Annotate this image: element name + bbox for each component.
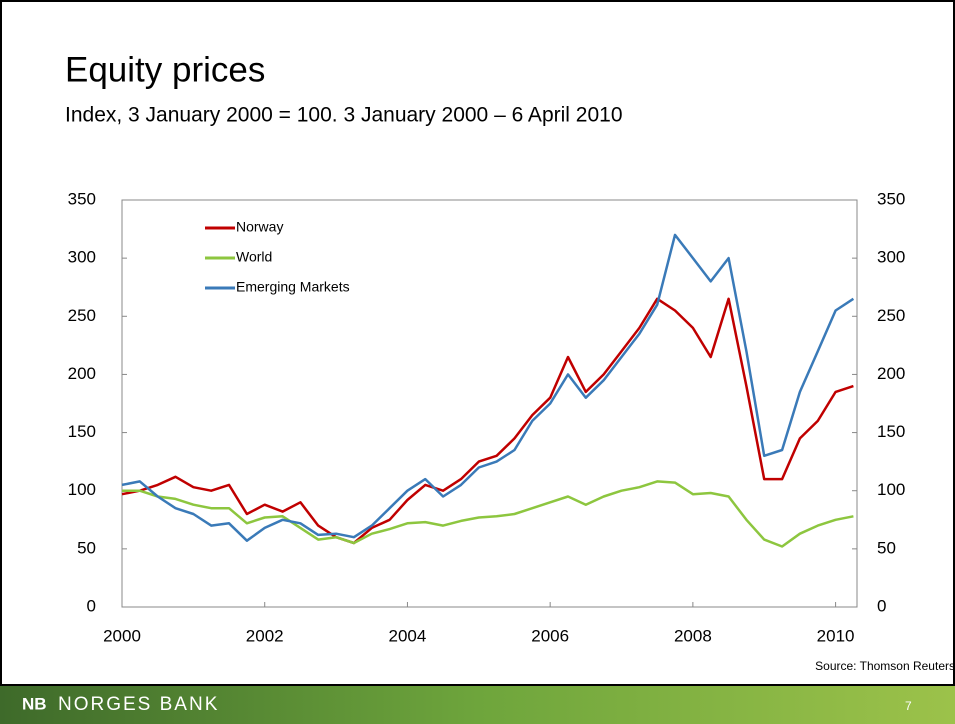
slide-border [0,0,955,686]
y2-tick-label: 150 [877,422,905,441]
y-tick-label: 250 [68,306,96,325]
x-tick-label: 2000 [103,626,141,645]
y-tick-label: 0 [87,596,96,615]
y2-tick-label: 250 [877,306,905,325]
page-number: 7 [905,699,912,713]
y2-tick-label: 350 [877,189,905,208]
line-series [121,233,855,542]
footer-logo: NB [22,694,47,713]
y-tick-label: 200 [68,364,96,383]
source: Source: Thomson Reuters [815,659,955,673]
plot-frame [121,199,858,608]
y2-tick-label: 50 [877,538,896,557]
x-tick-label: 2006 [531,626,569,645]
x-tick-label: 2010 [817,626,855,645]
x-tick-label: 2004 [389,626,427,645]
chart-title: Equity prices [65,50,265,89]
footer-brand: NORGES BANK [58,694,219,715]
x-tick-label: 2002 [246,626,284,645]
y2-tick-label: 0 [877,596,886,615]
legend-label: Norway [236,219,283,235]
x-tick-label: 2008 [674,626,712,645]
y-tick-label: 350 [68,189,96,208]
y-tick-label: 50 [77,538,96,557]
legend-label: Emerging Markets [236,279,350,295]
y-tick-label: 100 [68,480,96,499]
y2-tick-label: 100 [877,480,905,499]
line-series [122,480,854,548]
y-tick-label: 300 [68,248,96,267]
legend-label: World [236,249,272,265]
y2-tick-label: 300 [877,248,905,267]
y2-tick-label: 200 [877,364,905,383]
y-tick-label: 150 [68,422,96,441]
line-series [121,297,854,545]
chart-subtitle: Index, 3 January 2000 = 100. 3 January 2… [65,104,623,127]
footer-bar [0,686,955,724]
